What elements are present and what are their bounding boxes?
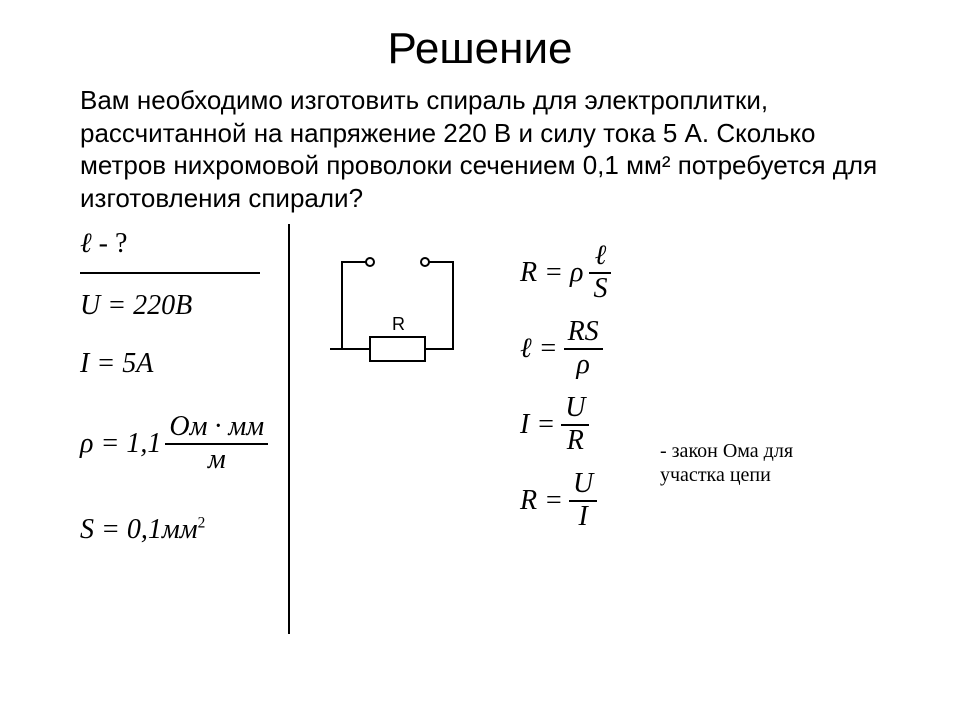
unknown-row: ℓ - ? — [80, 228, 127, 260]
formula-I: I = U R — [520, 396, 611, 454]
f4-lhs: R = — [520, 485, 563, 517]
formula-R-rho: R = ρ ℓ S — [520, 244, 611, 302]
given-U: U = 220B — [80, 290, 192, 322]
ohms-law-note: - закон Ома для участка цепи — [660, 439, 793, 487]
f1-lhs: R = ρ — [520, 257, 583, 289]
formulas-block: R = ρ ℓ S ℓ = RS ρ I = U R R = U I — [520, 244, 611, 548]
note-line1: - закон Ома для — [660, 439, 793, 463]
f2-num: RS — [564, 317, 603, 350]
f4-num: U — [569, 469, 597, 502]
unknown-suffix: - ? — [92, 228, 128, 259]
rho-lhs: ρ = 1,1 — [80, 428, 161, 460]
f2-den: ρ — [564, 350, 603, 381]
formula-l: ℓ = RS ρ — [520, 320, 611, 378]
circuit-svg: R — [330, 254, 465, 379]
f3-num: U — [561, 393, 589, 426]
unknown-symbol: ℓ — [80, 228, 92, 259]
given-separator — [80, 272, 260, 274]
given-S: S = 0,1мм2 — [80, 514, 205, 546]
rho-den: м — [165, 445, 268, 476]
f4-den: I — [569, 502, 597, 533]
rho-num: Ом · мм — [165, 412, 268, 445]
given-I: I = 5A — [80, 348, 153, 380]
f3-den: R — [561, 426, 589, 457]
page-title: Решение — [0, 0, 960, 84]
S-sup: 2 — [198, 515, 206, 532]
formula-R-UI: R = U I — [520, 472, 611, 530]
solution-content: ℓ - ? U = 220B I = 5A ρ = 1,1 Ом · мм м … — [0, 224, 960, 654]
note-line2: участка цепи — [660, 463, 793, 487]
f1-den: S — [589, 274, 611, 305]
S-prefix: S = 0,1мм — [80, 514, 198, 545]
given-rho: ρ = 1,1 Ом · мм м — [80, 412, 268, 476]
f1-num: ℓ — [589, 241, 611, 274]
f3-lhs: I = — [520, 409, 555, 441]
circuit-diagram: R — [330, 254, 465, 379]
f2-lhs: ℓ = — [520, 333, 558, 365]
given-block: ℓ - ? U = 220B I = 5A ρ = 1,1 Ом · мм м … — [80, 224, 290, 634]
problem-statement: Вам необходимо изготовить спираль для эл… — [0, 84, 960, 214]
resistor-label: R — [392, 314, 405, 334]
